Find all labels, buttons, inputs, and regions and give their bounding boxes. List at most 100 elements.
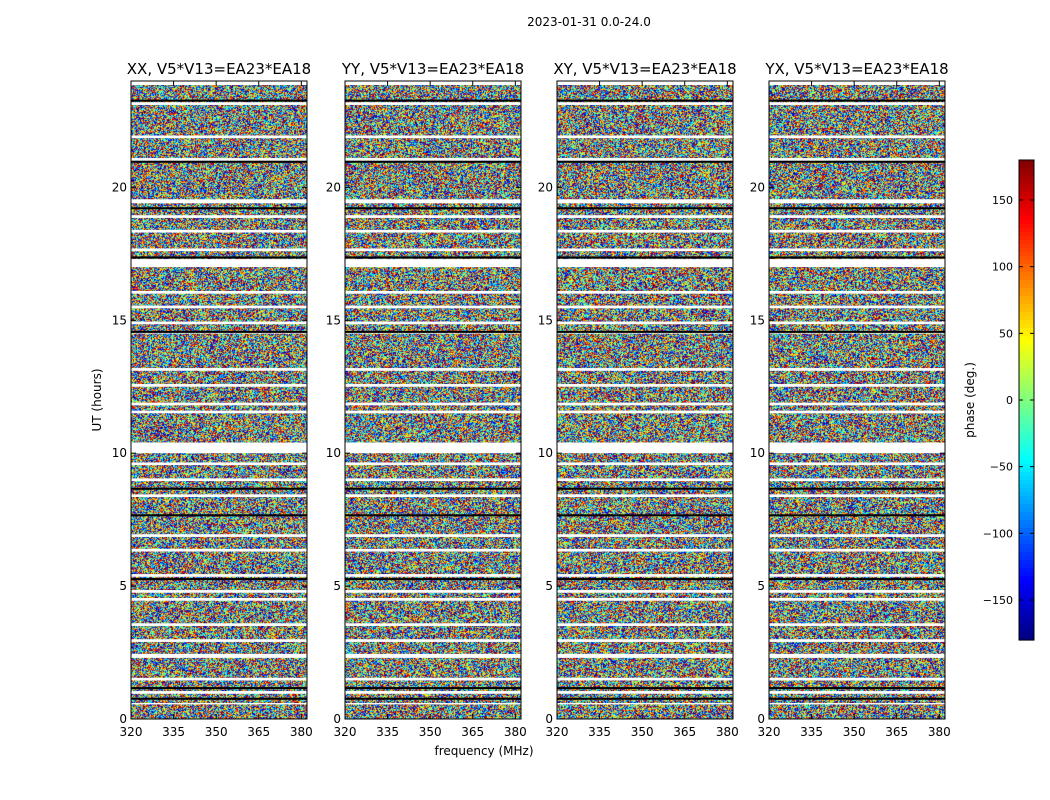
- flagged-band: [345, 703, 521, 705]
- flagged-band: [769, 291, 945, 294]
- flagged-band: [345, 548, 521, 552]
- colorbar-segment: [1019, 296, 1034, 301]
- flagged-band: [557, 291, 733, 294]
- flagged-band: [769, 158, 945, 161]
- colorbar-segment: [1019, 340, 1034, 345]
- colorbar-segment: [1019, 184, 1034, 189]
- flagged-band: [131, 229, 307, 233]
- colorbar-segment: [1019, 196, 1034, 201]
- colorbar-segment: [1019, 636, 1034, 641]
- flagged-band: [345, 305, 521, 309]
- flagged-band: [769, 305, 945, 309]
- dark-line: [345, 687, 521, 690]
- colorbar-tick-label: −100: [983, 527, 1013, 540]
- colorbar-segment: [1019, 532, 1034, 537]
- flagged-band: [557, 548, 733, 552]
- flagged-band: [131, 215, 307, 218]
- colorbar-segment: [1019, 492, 1034, 497]
- colorbar-segment: [1019, 232, 1034, 237]
- flagged-band: [131, 402, 307, 406]
- dark-line: [769, 330, 945, 333]
- colorbar-tick-label: −50: [990, 461, 1013, 474]
- colorbar-segment: [1019, 488, 1034, 493]
- flagged-band: [769, 248, 945, 252]
- y-tick-label: 5: [333, 579, 341, 593]
- colorbar-segment: [1019, 512, 1034, 517]
- dark-line: [769, 697, 945, 700]
- colorbar-segment: [1019, 568, 1034, 573]
- flagged-band: [769, 259, 945, 268]
- colorbar-segment: [1019, 464, 1034, 469]
- colorbar-segment: [1019, 628, 1034, 633]
- colorbar-segment: [1019, 412, 1034, 417]
- dark-line: [345, 256, 521, 259]
- dark-line: [557, 330, 733, 333]
- flagged-band: [557, 199, 733, 204]
- flagged-band: [345, 321, 521, 325]
- flagged-band: [131, 81, 307, 85]
- flagged-band: [345, 574, 521, 577]
- colorbar-segment: [1019, 560, 1034, 565]
- colorbar-segment: [1019, 164, 1034, 169]
- panel-frame: [344, 80, 522, 720]
- x-tick-label: 350: [205, 725, 228, 739]
- panel-yy: YY, V5*V13=EA23*EA18 320 335 350 365 380 0 5 10 1…: [326, 60, 527, 739]
- flagged-band: [769, 653, 945, 658]
- x-tick-label: 335: [162, 725, 185, 739]
- flagged-band: [131, 623, 307, 626]
- dark-line: [345, 514, 521, 517]
- y-tick-label: 20: [112, 180, 127, 194]
- colorbar-segment: [1019, 228, 1034, 233]
- flagged-band: [557, 478, 733, 482]
- x-tick-label: 350: [843, 725, 866, 739]
- flagged-band: [769, 623, 945, 626]
- colorbar-segment: [1019, 428, 1034, 433]
- colorbar-segment: [1019, 304, 1034, 309]
- dark-line: [345, 697, 521, 700]
- y-tick-label: 10: [750, 446, 765, 460]
- flagged-band: [345, 291, 521, 294]
- colorbar-segment: [1019, 408, 1034, 413]
- panel-xx: XX, V5*V13=EA23*EA18 320 335 350 365 380 0 5 10 1…: [112, 60, 313, 739]
- colorbar-segment: [1019, 224, 1034, 229]
- flagged-band: [769, 548, 945, 552]
- colorbar-segment: [1019, 632, 1034, 637]
- dark-line: [131, 578, 307, 581]
- colorbar-segment: [1019, 520, 1034, 525]
- colorbar-segment: [1019, 216, 1034, 221]
- flagged-band: [131, 590, 307, 593]
- flagged-band: [557, 229, 733, 233]
- flagged-band: [557, 534, 733, 537]
- colorbar-segment: [1019, 276, 1034, 281]
- y-tick-label: 15: [538, 313, 553, 327]
- flagged-band: [557, 442, 733, 454]
- flagged-band: [769, 321, 945, 325]
- dark-line: [345, 330, 521, 333]
- dark-line: [769, 160, 945, 163]
- colorbar-segment: [1019, 484, 1034, 489]
- colorbar-segment: [1019, 168, 1034, 173]
- panels: XX, V5*V13=EA23*EA18 320 335 350 365 380 0 5 10 1…: [112, 60, 951, 739]
- dark-line: [345, 99, 521, 102]
- flagged-band: [769, 703, 945, 705]
- colorbar-segment: [1019, 188, 1034, 193]
- colorbar-segment: [1019, 268, 1034, 273]
- flagged-band: [769, 639, 945, 642]
- flagged-band: [769, 590, 945, 593]
- dark-line: [769, 207, 945, 210]
- dark-line: [131, 160, 307, 163]
- colorbar-segment: [1019, 496, 1034, 501]
- flagged-band: [345, 639, 521, 642]
- colorbar-segment: [1019, 356, 1034, 361]
- flagged-band: [345, 102, 521, 105]
- x-tick-label: 320: [334, 725, 357, 739]
- dark-line: [131, 687, 307, 690]
- flagged-band: [557, 677, 733, 681]
- colorbar-segment: [1019, 480, 1034, 485]
- colorbar-segment: [1019, 416, 1034, 421]
- colorbar-segment: [1019, 536, 1034, 541]
- panel-title: XY, V5*V13=EA23*EA18: [553, 60, 736, 78]
- colorbar-segment: [1019, 200, 1034, 205]
- flagged-band: [131, 574, 307, 577]
